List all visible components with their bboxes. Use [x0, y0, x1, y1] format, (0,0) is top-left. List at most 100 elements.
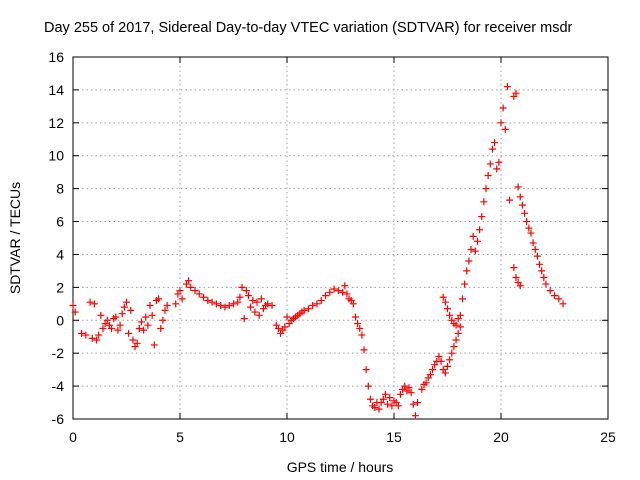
data-point: [486, 160, 494, 168]
data-point: [135, 325, 143, 332]
data-point: [401, 382, 409, 390]
data-point: [251, 308, 259, 316]
data-point: [512, 273, 520, 281]
data-point: [458, 295, 466, 303]
data-point: [461, 280, 469, 288]
y-tick-label: 12: [48, 115, 64, 131]
data-point: [300, 306, 308, 314]
data-point: [529, 239, 537, 247]
data-point: [396, 390, 404, 398]
data-point: [330, 285, 338, 293]
data-point: [343, 290, 351, 298]
data-point: [405, 384, 413, 392]
data-point: [140, 326, 148, 334]
y-tick-label: 10: [48, 148, 64, 164]
data-point: [281, 323, 289, 331]
data-point: [103, 316, 111, 324]
data-point: [212, 300, 220, 308]
data-point: [426, 371, 434, 379]
y-tick-labels: -6 -4 -2 0 2 4 6 8 10 12 14 16: [48, 49, 64, 427]
data-point: [446, 356, 454, 364]
data-point: [467, 246, 475, 254]
data-point: [362, 366, 370, 374]
data-point: [125, 329, 133, 337]
data-point: [471, 247, 479, 255]
data-point: [157, 325, 165, 332]
data-point: [444, 305, 451, 313]
y-tick-label: 2: [56, 279, 64, 295]
data-point: [142, 313, 150, 321]
y-tick-label: -2: [52, 345, 65, 361]
data-point: [456, 311, 464, 319]
data-point: [407, 389, 415, 397]
data-point: [240, 315, 248, 323]
y-tick-label: 6: [56, 214, 64, 230]
data-point: [176, 287, 184, 295]
data-point: [326, 288, 334, 296]
data-point: [437, 357, 445, 365]
x-tick-labels: 0 5 10 15 20 25: [69, 429, 616, 445]
data-point: [93, 336, 101, 344]
data-point: [360, 346, 368, 354]
data-point: [185, 277, 193, 285]
data-point: [463, 267, 471, 275]
data-point: [161, 306, 169, 314]
data-point: [506, 196, 514, 204]
data-point: [484, 171, 492, 179]
data-point: [242, 287, 250, 295]
data-point: [356, 325, 364, 332]
data-point: [559, 300, 567, 308]
data-point: [478, 213, 486, 221]
data-point: [247, 303, 255, 311]
data-point: [322, 292, 330, 300]
data-point: [521, 209, 529, 217]
data-point: [304, 305, 312, 313]
data-point: [150, 341, 158, 349]
data-point: [159, 316, 167, 324]
data-point: [388, 402, 396, 410]
data-point: [533, 252, 541, 260]
data-point: [238, 283, 246, 291]
data-point: [386, 394, 394, 402]
chart-title: Day 255 of 2017, Sidereal Day-to-day VTE…: [44, 20, 573, 36]
data-point: [448, 349, 456, 357]
data-point: [491, 139, 499, 147]
data-point: [351, 313, 359, 321]
data-point: [384, 400, 392, 408]
data-point: [444, 362, 451, 370]
data-point: [435, 352, 443, 360]
data-point: [191, 287, 199, 295]
data-point: [221, 303, 229, 311]
y-tick-label: 14: [48, 82, 64, 98]
data-point: [358, 331, 366, 339]
data-point: [409, 400, 417, 408]
data-points: [69, 83, 567, 420]
data-point: [71, 308, 79, 316]
data-point: [118, 310, 126, 318]
data-point: [163, 301, 171, 309]
data-point: [497, 119, 505, 127]
data-point: [523, 218, 531, 226]
data-point: [418, 385, 426, 393]
data-point: [78, 329, 86, 337]
data-point: [88, 334, 96, 342]
data-point: [339, 288, 347, 296]
data-point: [144, 321, 152, 329]
data-point: [127, 306, 135, 314]
data-point: [187, 283, 195, 291]
data-point: [234, 298, 242, 306]
data-point: [268, 301, 276, 309]
data-point: [82, 331, 90, 339]
data-point: [429, 366, 437, 374]
data-point: [249, 297, 257, 305]
data-point: [123, 298, 130, 306]
data-point: [542, 280, 550, 288]
data-point: [217, 301, 225, 309]
axis-ticks: [72, 56, 609, 420]
data-point: [317, 297, 325, 305]
data-point: [225, 301, 233, 309]
data-point: [499, 104, 507, 112]
data-point: [257, 295, 265, 303]
data-point: [204, 297, 212, 305]
